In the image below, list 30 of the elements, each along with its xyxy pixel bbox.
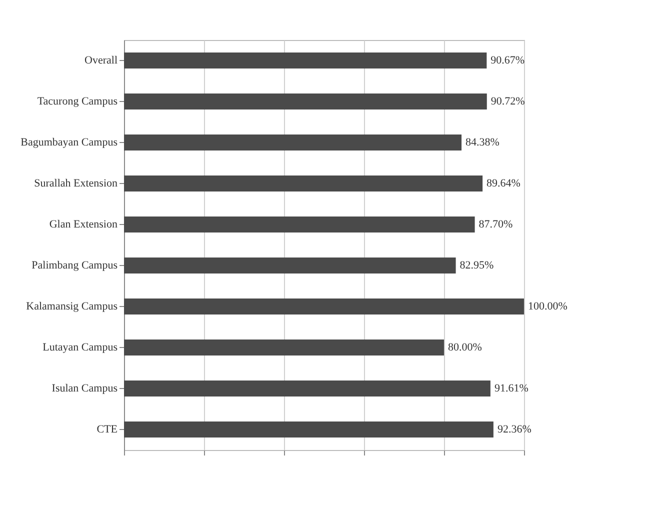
- data-label: 91.61%: [494, 382, 528, 394]
- y-tick-label: Glan Extension: [49, 218, 118, 230]
- y-tick-label: Isulan Campus: [52, 382, 118, 394]
- data-label: 90.72%: [490, 96, 525, 108]
- data-label: 90.67%: [490, 54, 525, 66]
- data-label: 82.95%: [460, 260, 494, 272]
- bar: [124, 380, 490, 396]
- bar: [124, 216, 475, 232]
- bar: [124, 94, 487, 110]
- data-label: 80.00%: [448, 342, 482, 354]
- bar: [124, 422, 494, 438]
- data-label: 92.36%: [497, 424, 532, 436]
- bar: [124, 134, 462, 150]
- bar: [124, 298, 524, 314]
- bar: [124, 340, 444, 356]
- y-tick-label: Lutayan Campus: [42, 342, 118, 354]
- data-label: 100.00%: [528, 300, 568, 312]
- y-tick-label: Palimbang Campus: [32, 260, 118, 272]
- bar: [124, 52, 487, 68]
- y-tick-label: Bagumbayan Campus: [20, 136, 118, 148]
- data-label: 84.38%: [466, 136, 500, 148]
- y-tick-label: Kalamansig Campus: [26, 300, 118, 312]
- y-tick-label: Surallah Extension: [34, 178, 118, 190]
- data-label: 87.70%: [478, 218, 513, 230]
- y-tick-label: Overall: [84, 54, 118, 66]
- data-label: 89.64%: [486, 178, 520, 190]
- y-tick-label: CTE: [96, 424, 118, 436]
- y-tick-label: Tacurong Campus: [37, 96, 118, 108]
- bar: [124, 176, 483, 192]
- bar: [124, 258, 456, 274]
